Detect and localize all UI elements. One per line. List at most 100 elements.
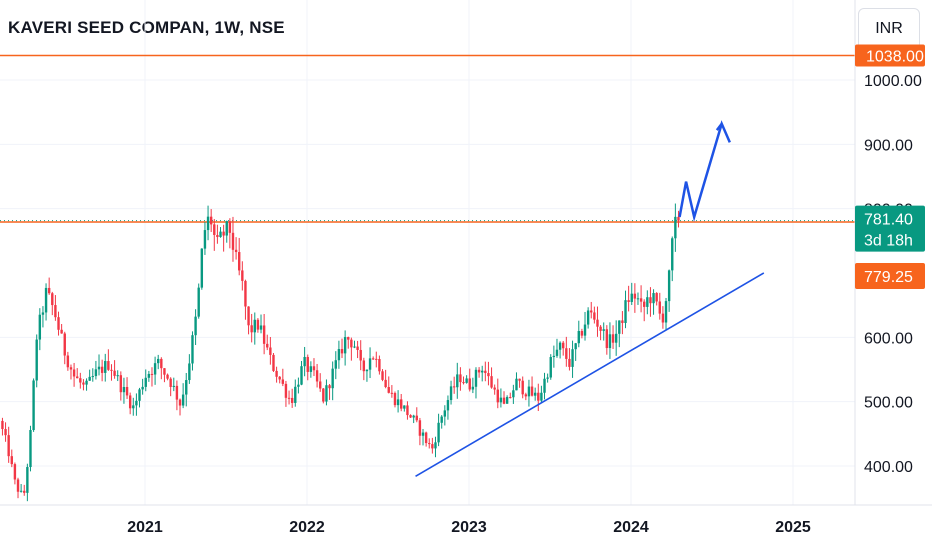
candle-body: [175, 385, 179, 400]
candle-body: [384, 379, 387, 388]
candle-body: [356, 346, 359, 350]
candle-body: [674, 216, 677, 239]
candle-body: [16, 479, 20, 492]
candle-body: [512, 390, 515, 398]
candle-body: [200, 248, 204, 288]
candle-body: [29, 430, 32, 468]
price-tick-label: 500.00: [864, 395, 913, 412]
candle-body: [128, 395, 132, 409]
candle-body: [353, 346, 356, 348]
candle-body: [568, 358, 571, 367]
candle-body: [459, 374, 462, 383]
candle-body: [69, 367, 73, 370]
candle-body: [209, 216, 213, 225]
candle-body: [590, 310, 593, 313]
candle-body: [216, 234, 219, 238]
candle-body: [110, 369, 113, 371]
candle-body: [300, 366, 303, 385]
line-price-tag: [855, 263, 925, 290]
candle-body: [562, 342, 565, 349]
candle-body: [624, 300, 627, 323]
candle-body: [421, 432, 425, 436]
candle-body: [250, 325, 253, 333]
candle-body: [586, 310, 590, 325]
candle-body: [518, 378, 521, 381]
candle-body: [362, 360, 366, 372]
candle-body: [636, 298, 640, 300]
candle-body: [403, 405, 406, 409]
price-tick-label: 900.00: [864, 137, 913, 154]
candles: [1, 203, 680, 502]
candle-body: [646, 297, 649, 307]
top-price-label: 1038.00: [866, 49, 924, 66]
candle-body: [104, 361, 107, 373]
candle-body: [51, 293, 54, 306]
candle-body: [481, 370, 484, 373]
candle-body: [66, 355, 70, 368]
candle-body: [583, 324, 587, 336]
candle-body: [132, 405, 135, 409]
candle-body: [418, 420, 422, 436]
candle-body: [347, 337, 350, 340]
candle-body: [452, 386, 456, 388]
candle-body: [303, 356, 306, 367]
candle-body: [44, 287, 48, 313]
candle-body: [639, 298, 643, 302]
candle-body: [178, 399, 182, 406]
candle-body: [116, 375, 119, 377]
candle-body: [627, 300, 630, 302]
candle-body: [608, 334, 612, 349]
candle-body: [611, 334, 615, 343]
candle-body: [484, 370, 487, 374]
candle-body: [440, 416, 443, 423]
candle-body: [649, 297, 652, 304]
drawings: [415, 120, 765, 477]
candle-body: [119, 375, 123, 393]
candle-body: [593, 312, 596, 320]
candle-body: [499, 397, 503, 403]
candle-body: [290, 397, 294, 403]
candle-body: [555, 349, 559, 356]
candle-body: [166, 374, 169, 379]
price-tick-label: 400.00: [864, 459, 913, 476]
candle-body: [278, 376, 281, 380]
grid-lines: [0, 0, 855, 505]
candle-body: [580, 330, 584, 336]
candle-body: [474, 369, 478, 387]
candle-body: [565, 348, 568, 359]
candle-body: [658, 301, 661, 314]
time-tick-label: 2021: [127, 519, 163, 536]
price-tick-label: 600.00: [864, 330, 913, 347]
candle-body: [262, 325, 266, 344]
candle-body: [381, 371, 384, 380]
candle-body: [191, 335, 194, 364]
candle-body: [552, 355, 556, 358]
candle-body: [309, 366, 313, 372]
candle-body: [431, 444, 434, 449]
candle-body: [157, 358, 160, 364]
candle-body: [60, 329, 63, 334]
candle-body: [437, 422, 440, 443]
candle-body: [652, 293, 655, 304]
candle-body: [315, 370, 319, 382]
projection-arrow-head: [715, 122, 723, 131]
candle-body: [169, 378, 172, 387]
price-tags: 1038.00 781.40 3d 18h 779.25: [855, 44, 925, 290]
candle-body: [244, 280, 247, 307]
candle-body: [38, 314, 42, 340]
candle-body: [527, 386, 531, 397]
candle-body: [194, 316, 197, 336]
candle-body: [371, 358, 375, 360]
candle-body: [219, 231, 222, 238]
candle-body: [82, 382, 85, 385]
candle-body: [540, 392, 543, 401]
candle-body: [266, 343, 269, 348]
candle-body: [144, 377, 147, 387]
candle-body: [390, 392, 394, 394]
candle-body: [72, 369, 76, 377]
time-tick-label: 2024: [613, 519, 649, 536]
candle-body: [446, 400, 450, 411]
candle-body: [337, 349, 341, 361]
